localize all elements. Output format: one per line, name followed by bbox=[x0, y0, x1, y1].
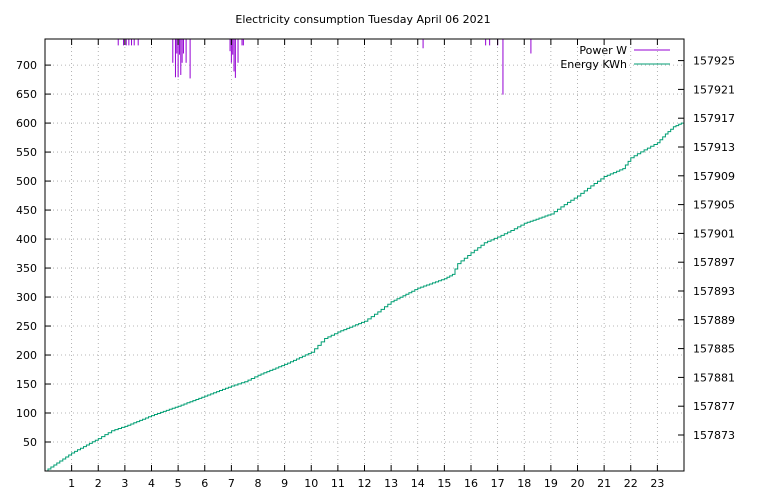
y-tick-label: 700 bbox=[16, 59, 37, 72]
y2-tick-label: 157909 bbox=[693, 170, 735, 183]
y2-tick-label: 157885 bbox=[693, 343, 735, 356]
x-tick-label: 4 bbox=[148, 477, 155, 490]
x-tick-label: 22 bbox=[624, 477, 638, 490]
y-tick-label: 500 bbox=[16, 175, 37, 188]
y-tick-label: 50 bbox=[23, 436, 37, 449]
y-tick-label: 150 bbox=[16, 378, 37, 391]
x-tick-label: 21 bbox=[597, 477, 611, 490]
y2-tick-label: 157893 bbox=[693, 285, 735, 298]
y2-tick-label: 157873 bbox=[693, 429, 735, 442]
y-tick-label: 400 bbox=[16, 233, 37, 246]
x-tick-label: 7 bbox=[228, 477, 235, 490]
legend: Power W Energy KWh bbox=[560, 44, 670, 71]
y-tick-label: 300 bbox=[16, 291, 37, 304]
y2-tick-label: 157913 bbox=[693, 141, 735, 154]
x-tick-label: 2 bbox=[95, 477, 102, 490]
legend-label-energy: Energy KWh bbox=[560, 58, 627, 71]
x-tick-label: 13 bbox=[384, 477, 398, 490]
legend-label-power: Power W bbox=[579, 44, 627, 57]
chart-title: Electricity consumption Tuesday April 06… bbox=[235, 13, 490, 26]
x-tick-label: 3 bbox=[121, 477, 128, 490]
y2-tick-label: 157889 bbox=[693, 314, 735, 327]
x-tick-label: 18 bbox=[517, 477, 531, 490]
x-tick-label: 23 bbox=[650, 477, 664, 490]
y2-tick-label: 157917 bbox=[693, 112, 735, 125]
y2-tick-label: 157881 bbox=[693, 371, 735, 384]
y2-tick-label: 157877 bbox=[693, 400, 735, 413]
y2-axis: 157873 157877 157881 157885 157889 157893 1578… bbox=[678, 55, 735, 442]
y-axis: 50 100 150 200 250 300 350 400 450 500 550 600 650 70… bbox=[16, 59, 51, 449]
power-series bbox=[117, 39, 532, 95]
y-tick-label: 550 bbox=[16, 146, 37, 159]
x-tick-label: 9 bbox=[281, 477, 288, 490]
x-tick-label: 10 bbox=[304, 477, 318, 490]
grid-lines bbox=[45, 39, 684, 471]
x-tick-label: 16 bbox=[464, 477, 478, 490]
x-tick-label: 20 bbox=[571, 477, 585, 490]
x-axis: 1 2 3 4 5 6 7 8 9 10 11 12 13 14 15 16 17 18 19 20 21 22 23 bbox=[68, 39, 664, 490]
y2-tick-label: 157905 bbox=[693, 199, 735, 212]
x-tick-label: 11 bbox=[331, 477, 345, 490]
x-tick-label: 17 bbox=[491, 477, 505, 490]
y2-tick-label: 157921 bbox=[693, 83, 735, 96]
y2-tick-label: 157925 bbox=[693, 55, 735, 68]
x-tick-label: 6 bbox=[201, 477, 208, 490]
y2-tick-label: 157897 bbox=[693, 256, 735, 269]
y-tick-label: 100 bbox=[16, 407, 37, 420]
x-tick-label: 8 bbox=[255, 477, 262, 490]
y-tick-label: 250 bbox=[16, 320, 37, 333]
x-tick-label: 12 bbox=[358, 477, 372, 490]
energy-line bbox=[45, 121, 685, 472]
energy-series bbox=[45, 121, 685, 472]
y-tick-label: 350 bbox=[16, 262, 37, 275]
x-tick-label: 14 bbox=[411, 477, 425, 490]
y-tick-label: 200 bbox=[16, 349, 37, 362]
x-tick-label: 19 bbox=[544, 477, 558, 490]
y2-tick-label: 157901 bbox=[693, 227, 735, 240]
y-tick-label: 600 bbox=[16, 117, 37, 130]
x-tick-label: 1 bbox=[68, 477, 75, 490]
y-tick-label: 650 bbox=[16, 88, 37, 101]
y-tick-label: 450 bbox=[16, 204, 37, 217]
x-tick-label: 15 bbox=[437, 477, 451, 490]
x-tick-label: 5 bbox=[175, 477, 182, 490]
